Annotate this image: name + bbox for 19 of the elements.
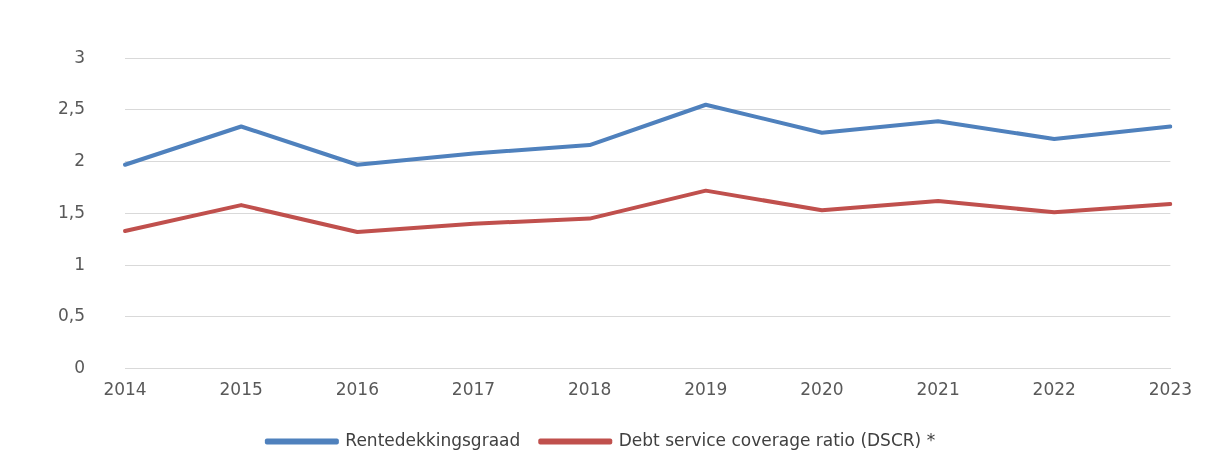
legend-label: Rentedekkingsgraad <box>345 429 521 450</box>
x-tick-label: 2016 <box>335 379 379 400</box>
x-tick-label: 2018 <box>568 379 612 400</box>
y-tick-label: 0,5 <box>57 305 86 326</box>
y-tick-label: 0 <box>74 357 86 378</box>
y-tick-label: 1 <box>74 253 86 274</box>
x-tick-label: 2022 <box>1032 379 1076 400</box>
y-tick-label: 2,5 <box>57 98 86 119</box>
x-tick-label: 2020 <box>800 379 844 400</box>
y-tick-label: 2 <box>74 150 86 171</box>
x-tick-label: 2017 <box>451 379 496 400</box>
y-tick-label: 3 <box>74 46 86 67</box>
y-tick-label: 1,5 <box>57 201 86 222</box>
x-tick-label: 2014 <box>103 379 147 400</box>
x-tick-label: 2019 <box>684 379 728 400</box>
x-tick-label: 2021 <box>916 379 960 400</box>
legend-label: Debt service coverage ratio (DSCR) * <box>618 429 936 450</box>
x-tick-label: 2023 <box>1148 379 1192 400</box>
x-tick-label: 2015 <box>219 379 263 400</box>
